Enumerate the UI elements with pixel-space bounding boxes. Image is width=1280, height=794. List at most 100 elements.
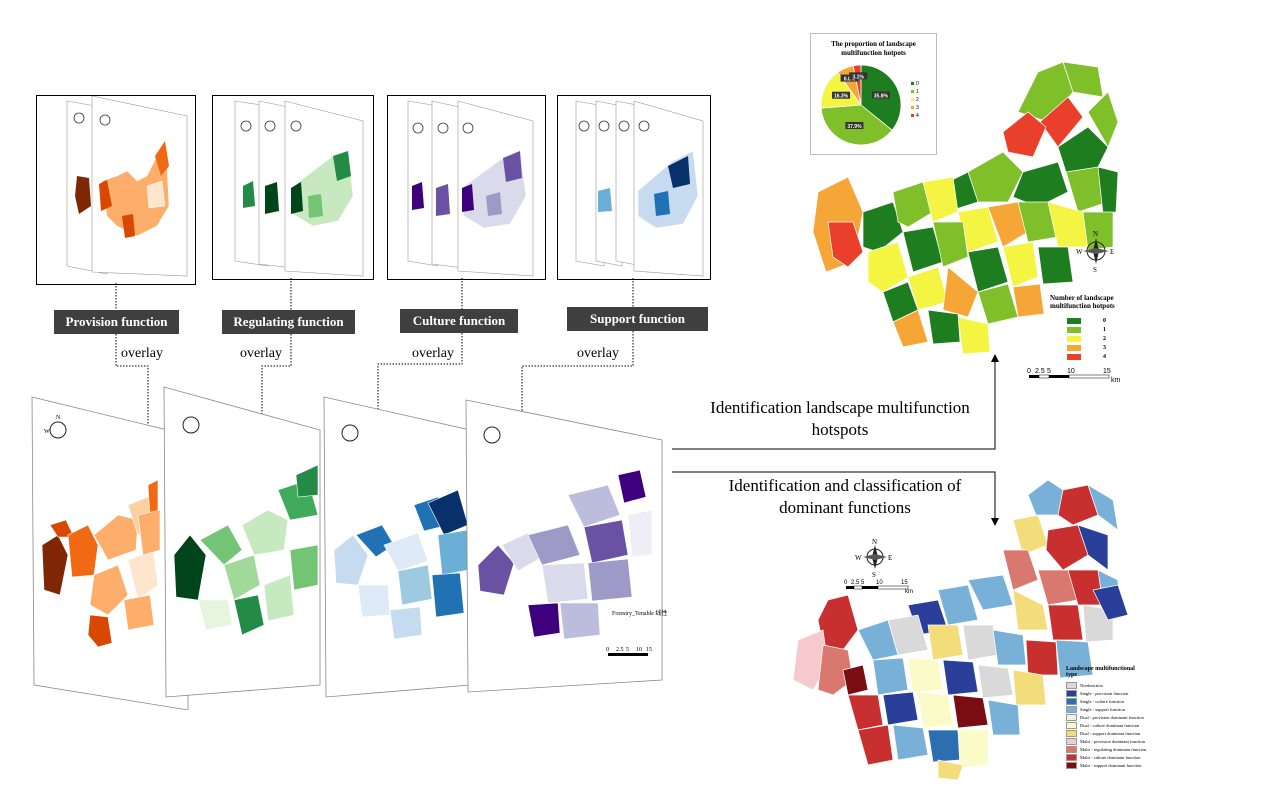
legend-swatch [1066,681,1077,689]
dominant-legend-item: Single - culture function [1066,697,1144,705]
svg-text:2.5: 2.5 [1035,368,1045,375]
hotspots-arrow-label: Identification landscape multifunction h… [710,398,970,439]
legend-label: Single - support function [1080,706,1125,712]
legend-swatch [1067,326,1081,333]
provision-thumbnail [36,95,196,285]
dominant-legend-item: Single - provision function [1066,689,1144,697]
hotspot-legend-item: 3 [1067,343,1130,352]
hotspot-pie-chart: 35.8% 37.9% 16.3% 6.8%3.1% 0 1 2 3 4 [820,64,919,146]
legend-swatch [1066,753,1077,761]
svg-text:E: E [1110,248,1114,256]
svg-text:N: N [872,538,877,546]
dominant-arrow-label: Identification and classification of dom… [728,476,962,517]
compass-w: W [44,429,50,435]
pie-label-bg [832,91,851,99]
pie-label-1: 37.9% [847,124,862,130]
stack-scale-bar: 0 2.5 5 10 15 [606,647,652,656]
culture-thumbnail-maps [407,100,534,277]
legend-swatch [1066,729,1077,737]
legend-label: Single - provision function [1080,690,1129,696]
dominant-legend-item: Multi - support dominant function [1066,761,1144,769]
pie-legend-label: 0 [916,81,919,87]
pie-legend-label: 3 [916,105,919,111]
provision-map [41,479,161,648]
dominant-legend-item: Dual - support dominant function [1066,729,1144,737]
support-map [477,469,653,640]
legend-label: Dual - support dominant function [1080,730,1141,736]
pie-label-bg [871,91,890,99]
legend-label: Dual - provision dominant function [1080,714,1144,720]
dominant-legend: Landscape multifunctional type Nonfuncti… [1066,666,1147,769]
overlay-label-2: overlay [240,346,282,361]
legend-swatch [1067,353,1081,360]
dominant-legend-item: Multi - provision dominant function [1066,737,1145,745]
hotspot-legend-item: 0 [1067,316,1130,325]
legend-label: Single - culture function [1080,698,1124,704]
legend-label: 0 [1103,317,1106,324]
legend-swatch [1066,737,1077,745]
dominant-compass-icon: N S W E [855,538,892,578]
support-thumbnail-maps [575,100,704,277]
pie-label-bg [849,72,868,80]
hotspot-pie-box: The proportion of landscape multifunctio… [810,33,937,155]
overlay-label-3: overlay [412,346,454,361]
pie-legend-swatch [911,114,914,117]
overlay-label-1: overlay [121,346,163,361]
svg-text:W: W [855,554,862,562]
legend-label: Dual - culture dominant function [1080,722,1140,728]
pie-legend-label: 4 [916,113,919,119]
hotspot-compass-icon: N S W E [1076,230,1114,272]
regulating-thumbnail-maps [234,100,364,277]
overlay-label-4: overlay [577,346,619,361]
svg-text:5: 5 [626,647,629,653]
svg-text:15: 15 [646,647,652,653]
dominant-map [792,480,1128,781]
regulating-function-label: Regulating function [222,310,355,334]
legend-label: Multi - support dominant function [1080,762,1142,768]
pie-label-0: 35.8% [874,94,889,100]
dominant-legend-item: Multi - regulating dominant function [1066,745,1147,753]
svg-text:0: 0 [844,580,848,586]
legend-label: Multi - regulating dominant function [1080,746,1147,752]
legend-label: 2 [1103,335,1106,342]
pie-label-3: 6.8% [844,77,856,83]
svg-text:15: 15 [901,580,908,586]
pie-title: The proportion of landscape multifunctio… [831,40,916,57]
dominant-legend-item: Nonfunction [1066,681,1144,689]
svg-text:0: 0 [1027,368,1031,375]
legend-label: 4 [1103,353,1106,360]
dominant-legend-item: Dual - provision dominant function [1066,713,1144,721]
hotspot-scale-bar: 0 2.5 5 10 15 km [1027,368,1121,384]
hotspot-map [812,61,1119,355]
compass-n: N [56,415,61,421]
legend-swatch [1067,317,1081,324]
compass-icon [341,424,359,442]
legend-label: Nonfunction [1080,682,1103,688]
support-thumbnail [557,95,711,280]
pie-label-4: 3.1% [852,74,864,80]
dominant-legend-item: Multi - culture dominant function [1066,753,1144,761]
svg-text:10: 10 [1067,368,1075,375]
svg-text:S: S [1093,266,1097,272]
legend-swatch [1066,721,1077,729]
dominant-legend-title: Landscape multifunctional type [1066,666,1135,678]
svg-text:15: 15 [1103,368,1111,375]
hotspot-legend-item: 2 [1067,334,1130,343]
pie-legend-swatch [911,90,914,93]
stacked-function-maps: N W [31,386,667,710]
culture-thumbnail [387,95,546,280]
hotspot-legend: Number of landscape multifunction hotpot… [1050,294,1130,361]
pie-label-bg [845,122,864,130]
legend-swatch [1067,335,1081,342]
dominant-legend-item: Single - support function [1066,705,1144,713]
dominant-legend-item: Dual - culture dominant function [1066,721,1144,729]
svg-text:N: N [1093,230,1098,238]
legend-label: Multi - provision dominant function [1080,738,1145,744]
legend-swatch [1066,705,1077,713]
svg-text:5: 5 [1047,368,1051,375]
svg-text:km: km [1111,377,1121,384]
legend-swatch [1066,713,1077,721]
svg-text:10: 10 [636,647,642,653]
hotspot-legend-title: Number of landscape multifunction hotpot… [1050,294,1115,310]
svg-text:2.5: 2.5 [616,647,624,653]
